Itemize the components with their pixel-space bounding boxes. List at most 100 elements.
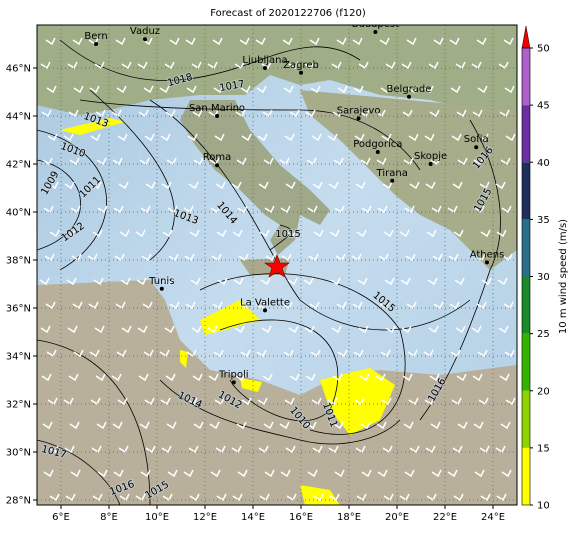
city-label: Belgrade	[387, 84, 432, 95]
wind-barb	[452, 181, 463, 190]
wind-barb	[281, 253, 292, 262]
wind-barb	[161, 445, 172, 454]
wind-barb	[90, 133, 101, 142]
y-tick-label: 36°N	[6, 304, 31, 315]
wind-barb	[304, 61, 315, 70]
land-balkans	[300, 90, 517, 270]
x-tick-label: 6°E	[52, 512, 70, 523]
wind-barb	[311, 133, 322, 142]
wind-barb	[313, 493, 324, 502]
colorbar-tick-label: 45	[537, 101, 550, 112]
wind-barb	[165, 373, 176, 382]
wind-barb	[430, 421, 441, 430]
wind-barb	[476, 301, 487, 310]
wind-barb	[289, 373, 300, 382]
wind-10-15	[60, 118, 395, 505]
wind-barb	[284, 397, 295, 406]
wind-barb	[44, 253, 55, 262]
wind-barb	[192, 373, 203, 382]
city-dot	[299, 70, 303, 75]
wind-barb	[381, 397, 392, 406]
wind-barb	[45, 301, 56, 310]
wind-barb	[498, 325, 509, 334]
wind-barb	[72, 301, 83, 310]
wind-barb	[121, 61, 132, 70]
wind-barb	[159, 85, 170, 94]
wind-barb	[265, 253, 276, 262]
wind-barb	[282, 37, 293, 46]
wind-barb	[121, 325, 132, 334]
wind-barb	[280, 205, 291, 214]
wind-barb	[385, 325, 396, 334]
wind-barb	[209, 421, 220, 430]
wind-barb	[427, 277, 438, 286]
wind-barb	[41, 109, 52, 118]
wind-barb	[504, 85, 515, 94]
wind-barb	[472, 109, 483, 118]
wind-barb	[160, 133, 171, 142]
wind-barb	[113, 205, 124, 214]
wind-barb	[473, 421, 484, 430]
wind-barb	[455, 325, 466, 334]
wind-barb	[399, 229, 410, 238]
wind-barb	[185, 37, 196, 46]
wind-barb	[308, 253, 319, 262]
wind-barb	[232, 493, 243, 502]
wind-barb	[327, 133, 338, 142]
wind-barb	[91, 181, 102, 190]
wind-barb	[312, 181, 323, 190]
wind-barb	[495, 181, 506, 190]
wind-barb	[328, 181, 339, 190]
wind-barb	[63, 133, 74, 142]
wind-barb	[240, 85, 251, 94]
wind-barb	[48, 181, 59, 190]
wind-barb	[285, 181, 296, 190]
wind-barb	[332, 109, 343, 118]
wind-barb	[169, 37, 180, 46]
x-tick-label: 16°E	[289, 512, 313, 523]
city-dot	[94, 42, 99, 46]
wind-barb	[113, 469, 124, 478]
wind-barb	[404, 205, 415, 214]
wind-barb	[72, 37, 83, 46]
wind-barb	[191, 325, 202, 334]
wind-barb	[213, 349, 224, 358]
wind-barb	[49, 493, 60, 502]
wind-barb	[145, 445, 156, 454]
wind-barb	[142, 37, 153, 46]
wind-barb	[477, 349, 488, 358]
wind-barb	[93, 277, 104, 286]
wind-barb	[402, 373, 413, 382]
wind-barb	[403, 421, 414, 430]
wind-barb	[257, 133, 268, 142]
wind-barb	[88, 301, 99, 310]
wind-barb	[479, 181, 490, 190]
colorbar-tick-label: 20	[537, 386, 550, 397]
city-dot	[390, 178, 395, 183]
wind-barb	[408, 133, 419, 142]
wind-barb	[163, 277, 174, 286]
wind-barb	[330, 277, 341, 286]
city-label: Ljubljana	[242, 55, 287, 66]
wind-barb	[401, 325, 412, 334]
wind-barb	[329, 229, 340, 238]
wind-barb	[428, 325, 439, 334]
wind-barb	[380, 349, 391, 358]
wind-barb	[208, 373, 219, 382]
colorbar-segment	[522, 447, 530, 505]
wind-barb	[48, 445, 59, 454]
wind-barb	[334, 469, 345, 478]
wind-barb	[355, 181, 366, 190]
x-tick-label: 24°E	[481, 512, 505, 523]
wind-barb	[383, 229, 394, 238]
wind-barb	[433, 301, 444, 310]
wind-barb	[260, 277, 271, 286]
wind-barb	[193, 157, 204, 166]
isobars	[37, 39, 501, 505]
y-tick-label: 46°N	[6, 64, 31, 75]
city-label: Bern	[84, 31, 107, 42]
wind-barb	[449, 37, 460, 46]
wind-barb	[473, 157, 484, 166]
city-label: Tunis	[148, 276, 174, 287]
